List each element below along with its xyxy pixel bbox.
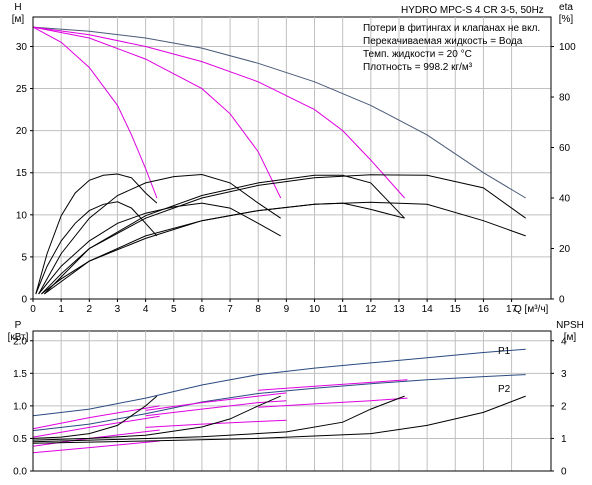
top-y2-tick-label: 40	[559, 194, 571, 205]
x-tick-label: 12	[365, 304, 377, 315]
npsh-curve	[32, 395, 405, 443]
plot-frames	[32, 16, 552, 472]
top-y2-tick-label: 20	[559, 244, 571, 255]
bottom-plot-area	[32, 330, 552, 472]
top-y-tick-label: 25	[16, 84, 28, 95]
system-power-curve	[32, 440, 160, 454]
top-y-tick-label: 5	[21, 252, 27, 263]
system-power-curve	[32, 405, 160, 430]
x-tick-label: 9	[284, 304, 290, 315]
efficiency-curve	[41, 174, 405, 295]
system-power-curve	[258, 397, 408, 408]
series-label-p1: P1	[498, 346, 511, 357]
x-tick-label: 2	[87, 304, 93, 315]
x-tick-label: 10	[309, 304, 321, 315]
system-curve	[32, 26, 282, 199]
top-plot-area	[32, 16, 552, 300]
x-tick-label: 13	[393, 304, 405, 315]
top-y2axis-label: eta	[559, 2, 573, 13]
series-label-p2: P2	[498, 384, 511, 395]
x-tick-label: 1	[58, 304, 64, 315]
efficiency-curve	[38, 173, 281, 295]
top-y2-tick-label: 0	[559, 295, 565, 306]
top-y-tick-label: 10	[16, 210, 28, 221]
bottom-y-tick-label: 0.5	[13, 434, 27, 445]
bottom-y2-tick-label: 0	[561, 467, 567, 478]
xaxis-label: Q [м³/ч]	[514, 304, 549, 315]
efficiency-curve	[38, 202, 281, 295]
bottom-y2-tick-label: 3	[561, 369, 567, 380]
bottom-y2axis-label: NPSH	[556, 320, 584, 331]
head-curve	[32, 26, 526, 199]
system-power-curve	[145, 400, 287, 417]
efficiency-curve	[43, 174, 526, 295]
bottom-y-tick-label: 2.0	[13, 336, 27, 347]
x-tick-label: 6	[199, 304, 205, 315]
system-power-curve	[145, 392, 287, 411]
top-y2axis-unit: [%]	[559, 14, 574, 25]
x-tick-label: 16	[478, 304, 490, 315]
note-line-2: Перекачиваемая жидкость = Вода	[363, 36, 523, 47]
x-tick-label: 15	[450, 304, 462, 315]
system-power-curve	[145, 419, 287, 428]
npsh-curve	[32, 395, 158, 439]
top-y-tick-label: 0	[21, 295, 27, 306]
bottom-y-tick-label: 1.0	[13, 401, 27, 412]
note-line-1: Потери в фитингах и клапанах не вкл.	[363, 22, 540, 34]
bottom-y2-tick-label: 2	[561, 401, 567, 412]
x-tick-label: 3	[115, 304, 121, 315]
x-tick-label: 11	[337, 304, 348, 315]
system-power-curve	[258, 379, 408, 391]
x-tick-label: 0	[30, 304, 36, 315]
power-curve-p1	[32, 348, 526, 417]
x-tick-label: 8	[255, 304, 261, 315]
top-y-tick-label: 15	[16, 168, 28, 179]
x-tick-label: 4	[143, 304, 149, 315]
top-y2-tick-label: 80	[559, 93, 571, 104]
top-y-tick-label: 20	[16, 126, 28, 137]
efficiency-curve	[44, 201, 526, 295]
top-y2-tick-label: 100	[559, 42, 576, 53]
system-power-curve	[32, 415, 160, 438]
bottom-y-tick-label: 0.0	[13, 467, 27, 478]
top-yaxis-label: H	[14, 2, 21, 13]
bottom-yaxis-unit: [кВт]	[8, 332, 29, 343]
system-curve	[32, 26, 158, 199]
chart-title: HYDRO MPC-S 4 CR 3-5, 50Hz	[401, 5, 544, 16]
npsh-curve	[32, 395, 526, 444]
series-lines	[32, 26, 526, 454]
x-tick-label: 5	[171, 304, 177, 315]
top-y-tick-label: 30	[16, 42, 28, 53]
x-tick-label: 14	[422, 304, 434, 315]
note-line-4: Плотность = 998.2 кг/м³	[363, 62, 473, 73]
efficiency-curve	[35, 173, 158, 295]
power-curve-p2	[32, 374, 526, 432]
bottom-y2-tick-label: 1	[561, 434, 567, 445]
npsh-curve	[32, 395, 281, 441]
top-yaxis-unit: [м]	[12, 14, 25, 25]
x-tick-label: 7	[227, 304, 233, 315]
x-tick-label: 17	[506, 304, 518, 315]
top-y2-tick-label: 60	[559, 143, 571, 154]
note-line-3: Темп. жидкости = 20 °C	[363, 49, 472, 60]
bottom-y2axis-unit: [м]	[564, 332, 577, 343]
bottom-yaxis-label: P	[15, 320, 22, 331]
bottom-y2-tick-label: 4	[561, 336, 567, 347]
bottom-y-tick-label: 1.5	[13, 369, 27, 380]
system-curve	[32, 26, 405, 199]
